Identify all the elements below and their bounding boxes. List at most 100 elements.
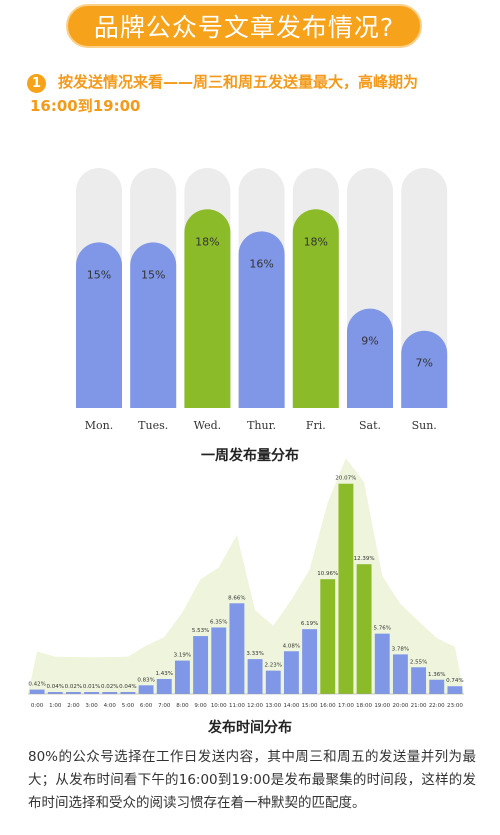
bar <box>401 330 448 408</box>
header-banner: 品牌公众号文章发布情况? <box>66 4 422 48</box>
data-label: 0.04% <box>47 684 64 690</box>
section-subtitle-line1: 按发送情况来看——周三和周五发送量最大，高峰期为 <box>58 73 419 91</box>
bar <box>47 692 63 694</box>
bar <box>411 667 427 694</box>
data-label: 0.02% <box>101 684 118 690</box>
data-label: 20.07% <box>335 476 356 482</box>
bar <box>184 209 231 408</box>
tick-label: Mon. <box>85 419 113 432</box>
tick-label: 2:00 <box>67 703 80 709</box>
bar <box>211 627 227 694</box>
bar <box>229 603 245 694</box>
bar <box>138 685 154 694</box>
data-label: 5.76% <box>374 626 391 632</box>
tick-label: 21:00 <box>411 703 427 709</box>
hourly-bar-chart: 0.42% 0:00 0.04% 1:00 0.02% 2:00 0.01% 3:00 0.02… <box>28 458 464 709</box>
tick-label: 3:00 <box>85 703 98 709</box>
tick-label: 20:00 <box>392 703 408 709</box>
bar <box>283 651 299 694</box>
data-label: 1.43% <box>156 671 173 677</box>
tick-label: Wed. <box>194 419 221 432</box>
tick-label: Sun. <box>412 419 437 432</box>
summary-paragraph: 80%的公众号选择在工作日发送内容，其中周三和周五的发送量并列为最大；从发布时间… <box>28 749 476 811</box>
bar <box>265 670 281 694</box>
hourly-chart-title: 发布时间分布 <box>208 720 292 736</box>
data-label: 0.02% <box>65 684 82 690</box>
bar <box>130 242 177 408</box>
tick-label: 1:00 <box>49 703 62 709</box>
tick-label: Tues. <box>138 419 168 432</box>
data-label: 0.74% <box>446 678 463 684</box>
data-label: 1.36% <box>428 672 445 678</box>
data-label: 15% <box>141 268 165 281</box>
tick-label: Fri. <box>306 419 326 432</box>
bar <box>392 654 408 694</box>
tick-label: 4:00 <box>104 703 117 709</box>
background-area <box>28 458 464 694</box>
tick-label: 17:00 <box>338 703 354 709</box>
data-label: 16% <box>249 257 273 270</box>
data-label: 3.19% <box>174 653 191 659</box>
tick-label: 23:00 <box>447 703 463 709</box>
data-label: 18% <box>195 235 219 248</box>
tick-label: 7:00 <box>158 703 171 709</box>
section-subtitle-line2: 16:00到19:00 <box>30 97 141 115</box>
tick-label: 8:00 <box>176 703 189 709</box>
bar <box>84 692 100 694</box>
bar <box>102 692 118 694</box>
bar <box>174 660 190 694</box>
data-label: 0.01% <box>83 684 100 690</box>
bar <box>193 636 209 694</box>
bar <box>76 242 122 408</box>
data-label: 15% <box>87 268 111 281</box>
bar <box>302 629 318 694</box>
data-label: 9% <box>361 335 378 348</box>
data-label: 10.96% <box>317 571 338 577</box>
weekly-bar-chart: 15% Mon. 15% Tues. 18% Wed. 16% Thur. 18% Fri. 9% S… <box>76 168 448 432</box>
bar <box>238 231 285 408</box>
data-label: 0.83% <box>137 677 154 683</box>
tick-label: 14:00 <box>283 703 299 709</box>
data-label: 2.23% <box>265 663 282 669</box>
tick-label: Sat. <box>359 419 381 432</box>
tick-label: 5:00 <box>122 703 135 709</box>
bar <box>29 689 45 694</box>
data-label: 0.42% <box>28 682 45 688</box>
data-label: 5.53% <box>192 628 209 634</box>
bar <box>429 679 445 694</box>
bar <box>247 659 263 694</box>
data-label: 6.35% <box>210 619 227 625</box>
weekly-chart-title: 一周发布量分布 <box>201 448 299 464</box>
bar <box>338 483 354 694</box>
bar <box>447 686 463 694</box>
data-label: 8.66% <box>228 595 245 601</box>
tick-label: Thur. <box>247 419 276 432</box>
data-label: 2.55% <box>410 659 427 665</box>
data-label: 6.19% <box>301 621 318 627</box>
data-label: 4.08% <box>283 643 300 649</box>
page-title: 品牌公众号文章发布情况? <box>93 13 395 42</box>
tick-label: 6:00 <box>140 703 153 709</box>
bar <box>292 209 339 408</box>
tick-label: 22:00 <box>429 703 445 709</box>
section-number-badge: 1 <box>27 74 46 93</box>
bar <box>65 692 81 694</box>
tick-label: 15:00 <box>302 703 318 709</box>
bar <box>374 633 390 694</box>
tick-label: 16:00 <box>320 703 336 709</box>
bar <box>156 679 172 694</box>
tick-label: 19:00 <box>374 703 390 709</box>
tick-label: 18:00 <box>356 703 372 709</box>
bar <box>356 564 372 694</box>
data-label: 0.04% <box>119 684 136 690</box>
data-label: 12.39% <box>354 556 375 562</box>
bar <box>320 579 336 694</box>
bar <box>120 692 136 694</box>
tick-label: 13:00 <box>265 703 281 709</box>
section-number: 1 <box>31 76 42 91</box>
data-label: 3.33% <box>246 651 263 657</box>
bar <box>347 308 393 408</box>
tick-label: 12:00 <box>247 703 263 709</box>
tick-label: 0:00 <box>31 703 44 709</box>
data-label: 3.78% <box>392 646 409 652</box>
